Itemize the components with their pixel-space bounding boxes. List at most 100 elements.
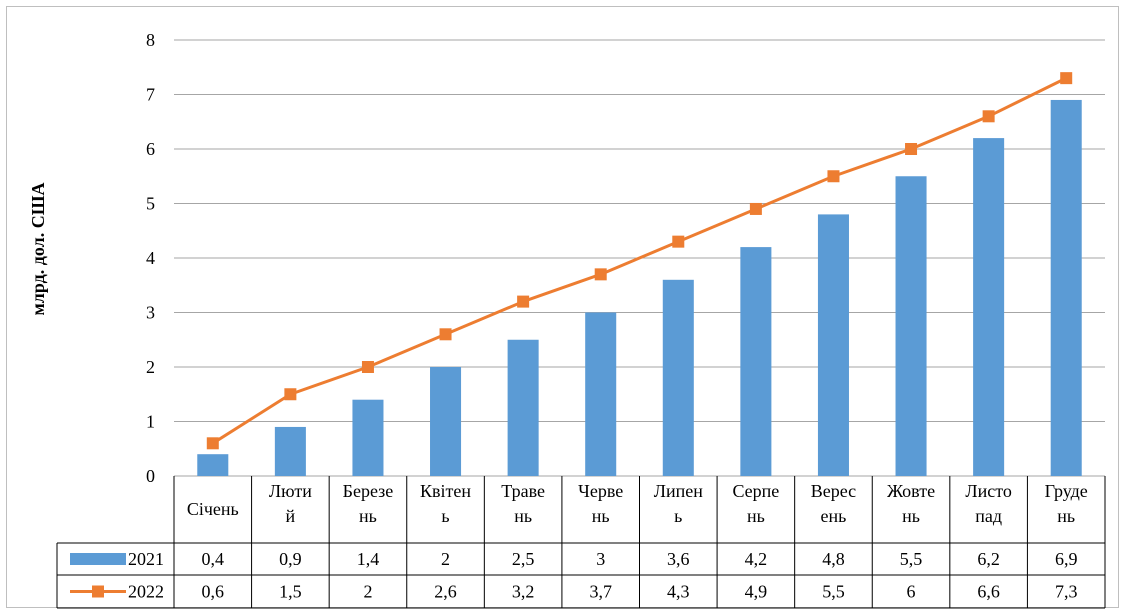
table-value: 4,2 <box>745 549 768 569</box>
table-value: 3,7 <box>589 582 612 602</box>
category-label-line: нь <box>359 506 377 526</box>
category-label-line: нь <box>902 506 920 526</box>
series-2022-line <box>206 72 1073 450</box>
category-label: Березе нь <box>343 481 394 526</box>
category-label: Груде нь <box>1045 481 1088 526</box>
line-marker <box>672 235 685 248</box>
category-label: Серпе нь <box>732 481 779 526</box>
line-marker <box>1060 72 1073 85</box>
category-label-line: Січень <box>187 499 239 519</box>
line-marker <box>517 295 530 308</box>
line-marker <box>982 110 995 123</box>
line-marker <box>905 143 918 155</box>
table-value: 2,5 <box>512 549 535 569</box>
table-value: 1,4 <box>357 549 380 569</box>
table-value: 0,9 <box>279 549 302 569</box>
category-label-line: Верес <box>811 481 856 501</box>
category-label: Липен ь <box>654 481 703 526</box>
legend-swatch-2021 <box>70 553 126 565</box>
chart: 0 1 2 3 4 5 6 7 8 Січень Люти й Березе нь Квітен ь Трав… <box>28 30 1106 609</box>
category-label: Люти й <box>269 481 312 526</box>
table-value: 4,9 <box>745 582 768 602</box>
table-value: 2 <box>441 549 450 569</box>
bar <box>507 339 539 476</box>
category-label-line: Траве <box>501 481 545 501</box>
category-label: Квітен ь <box>420 481 471 526</box>
category-label: Верес ень <box>811 481 856 526</box>
category-label-line: нь <box>592 506 610 526</box>
category-label-line: нь <box>747 506 765 526</box>
y-tick-label: 3 <box>146 303 155 323</box>
series-2021-bars <box>197 99 1082 476</box>
category-label: Листо пад <box>965 481 1011 526</box>
category-label-line: Серпе <box>732 481 779 501</box>
y-tick-label: 8 <box>146 30 155 50</box>
table-value: 6 <box>907 582 916 602</box>
table-value: 3,6 <box>667 549 690 569</box>
y-tick-label: 4 <box>146 248 155 268</box>
table-value: 3,2 <box>512 582 535 602</box>
category-label-line: Груде <box>1045 481 1088 501</box>
line-marker <box>439 328 452 341</box>
category-label: Жовте нь <box>887 481 935 526</box>
table-value: 5,5 <box>900 549 923 569</box>
category-label-line: ь <box>674 506 682 526</box>
category-label-line: Березе <box>343 481 394 501</box>
table-value: 4,8 <box>822 549 845 569</box>
y-tick-label: 6 <box>146 139 155 159</box>
legend-marker-2022 <box>92 585 104 598</box>
category-label-line: Черве <box>578 481 623 501</box>
y-axis-label: млрд. дол. США <box>28 183 48 316</box>
y-tick-label: 2 <box>146 357 155 377</box>
category-label-line: ь <box>441 506 449 526</box>
table-value: 7,3 <box>1055 582 1078 602</box>
series-line <box>211 76 1067 445</box>
category-label-line: Квітен <box>420 481 471 501</box>
category-label-line: Листо <box>965 481 1011 501</box>
line-marker <box>361 361 374 373</box>
table-value: 4,3 <box>667 582 690 602</box>
bar <box>895 176 927 476</box>
category-label-line: Липен <box>654 481 703 501</box>
bar <box>817 214 849 476</box>
category-label-line: Жовте <box>887 481 935 501</box>
legend-label-2022: 2022 <box>128 582 164 602</box>
chart-frame: 0 1 2 3 4 5 6 7 8 Січень Люти й Березе нь Квітен ь Трав… <box>6 6 1119 609</box>
table-value: 5,5 <box>822 582 845 602</box>
bar <box>585 312 617 476</box>
y-tick-label: 5 <box>146 194 155 214</box>
category-label-line: Люти <box>269 481 312 501</box>
legend-label-2021: 2021 <box>128 549 164 569</box>
category-label-line: пад <box>975 506 1002 526</box>
bar <box>430 367 462 476</box>
bar <box>662 279 694 476</box>
bar <box>274 426 306 476</box>
bar <box>1050 99 1082 476</box>
table-value: 2 <box>363 582 372 602</box>
table-value: 0,6 <box>202 582 225 602</box>
y-tick-label: 0 <box>146 466 155 486</box>
category-label-line: й <box>286 506 296 526</box>
bar <box>352 399 384 476</box>
category-label-line: нь <box>1057 506 1075 526</box>
category-label-line: нь <box>514 506 532 526</box>
category-label-line: ень <box>821 506 847 526</box>
y-tick-label: 1 <box>146 412 155 432</box>
category-label: Траве нь <box>501 481 545 526</box>
table-value: 0,4 <box>202 549 225 569</box>
table-value: 3 <box>596 549 605 569</box>
table-value: 6,9 <box>1055 549 1078 569</box>
table-value: 1,5 <box>279 582 302 602</box>
table-value: 6,6 <box>977 582 1000 602</box>
bar <box>740 247 772 476</box>
category-label: Черве нь <box>578 481 623 526</box>
line-marker <box>749 202 762 215</box>
line-marker <box>594 268 607 281</box>
category-label: Січень <box>187 499 239 519</box>
bar <box>197 454 229 476</box>
table-value: 6,2 <box>977 549 1000 569</box>
line-marker <box>827 170 840 183</box>
y-axis: 0 1 2 3 4 5 6 7 8 <box>146 30 155 486</box>
line-marker <box>206 437 219 450</box>
y-tick-label: 7 <box>146 85 155 105</box>
